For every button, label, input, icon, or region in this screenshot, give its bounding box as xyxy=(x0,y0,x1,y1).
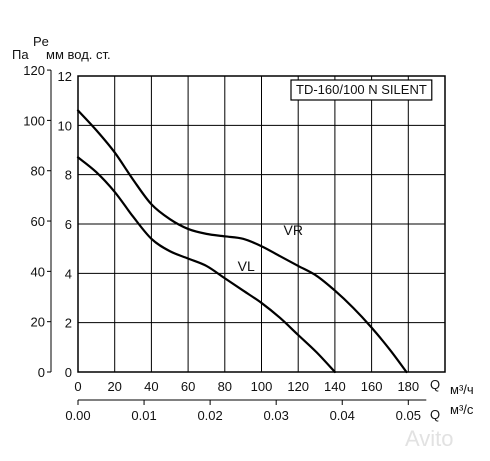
y-tick-pa-4: 80 xyxy=(31,164,45,179)
axis-labels: Pe Па мм вод. ст. Q м³/ч Q м³/с xyxy=(12,34,474,422)
chart-title: TD-160/100 N SILENT xyxy=(296,82,427,97)
series-curves xyxy=(76,109,408,374)
x-tick-m3h-3: 60 xyxy=(181,379,195,394)
y-tick-mm-1: 2 xyxy=(65,316,72,331)
y-tick-mm-0: 0 xyxy=(65,365,72,380)
chart-title-box: TD-160/100 N SILENT xyxy=(290,79,433,101)
y-tick-pa-0: 0 xyxy=(38,365,45,380)
x-tick-m3h-0: 0 xyxy=(74,379,81,394)
y-tick-pa-3: 60 xyxy=(31,214,45,229)
y-axis-unit-pa: Па xyxy=(12,47,29,62)
x-axis-m3h-ticks: 0 20 40 60 80 100 120 140 160 180 xyxy=(74,379,419,394)
x-tick-m3h-7: 140 xyxy=(324,379,346,394)
y-tick-pa-6: 120 xyxy=(23,63,45,78)
x2-axis-label-q: Q xyxy=(430,407,440,422)
x2-tick-m3s-3: 0.03 xyxy=(264,408,289,423)
x-tick-m3h-8: 160 xyxy=(361,379,383,394)
x-axis-unit-m3h: м³/ч xyxy=(450,382,474,397)
y-axis-mm-ticks: 0 2 4 6 8 10 12 xyxy=(58,69,72,380)
series-labels: VR VL xyxy=(238,222,303,274)
y-tick-pa-5: 100 xyxy=(23,113,45,128)
x-tick-m3h-6: 120 xyxy=(287,379,309,394)
y-tick-mm-3: 6 xyxy=(65,217,72,232)
x2-tick-m3s-4: 0.04 xyxy=(330,408,355,423)
series-line-vl xyxy=(76,156,336,374)
avito-watermark: Avito xyxy=(405,426,454,451)
grid-lines xyxy=(77,75,445,373)
y-tick-mm-4: 8 xyxy=(65,168,72,183)
x2-tick-m3s-1: 0.01 xyxy=(131,408,156,423)
series-label-vr: VR xyxy=(284,222,303,238)
y-tick-mm-2: 4 xyxy=(65,266,72,281)
x2-tick-m3s-2: 0.02 xyxy=(197,408,222,423)
x2-tick-m3s-0: 0.00 xyxy=(65,408,90,423)
y-tick-mm-5: 10 xyxy=(58,118,72,133)
x-tick-m3h-5: 100 xyxy=(251,379,273,394)
plot-frame xyxy=(77,75,446,373)
y-tick-pa-1: 20 xyxy=(31,315,45,330)
series-line-vr xyxy=(76,109,408,374)
series-label-vl: VL xyxy=(238,258,255,274)
y-axis-unit-mm: мм вод. ст. xyxy=(46,47,111,62)
x-tick-m3h-1: 20 xyxy=(107,379,121,394)
y-tick-mm-6: 12 xyxy=(58,69,72,84)
x2-axis-unit-m3s: м³/с xyxy=(450,402,474,417)
x2-tick-m3s-5: 0.05 xyxy=(396,408,421,423)
y-axis-pa-ticks: 0 20 40 60 80 100 120 xyxy=(23,63,52,380)
x-axis-m3s: 0.00 0.01 0.02 0.03 0.04 0.05 xyxy=(65,399,427,423)
y-tick-pa-2: 40 xyxy=(31,264,45,279)
x-tick-m3h-4: 80 xyxy=(218,379,232,394)
x-tick-m3h-2: 40 xyxy=(144,379,158,394)
y-axis-label-pe: Pe xyxy=(33,34,49,49)
x-axis-label-q: Q xyxy=(430,377,440,392)
x-tick-m3h-9: 180 xyxy=(397,379,419,394)
